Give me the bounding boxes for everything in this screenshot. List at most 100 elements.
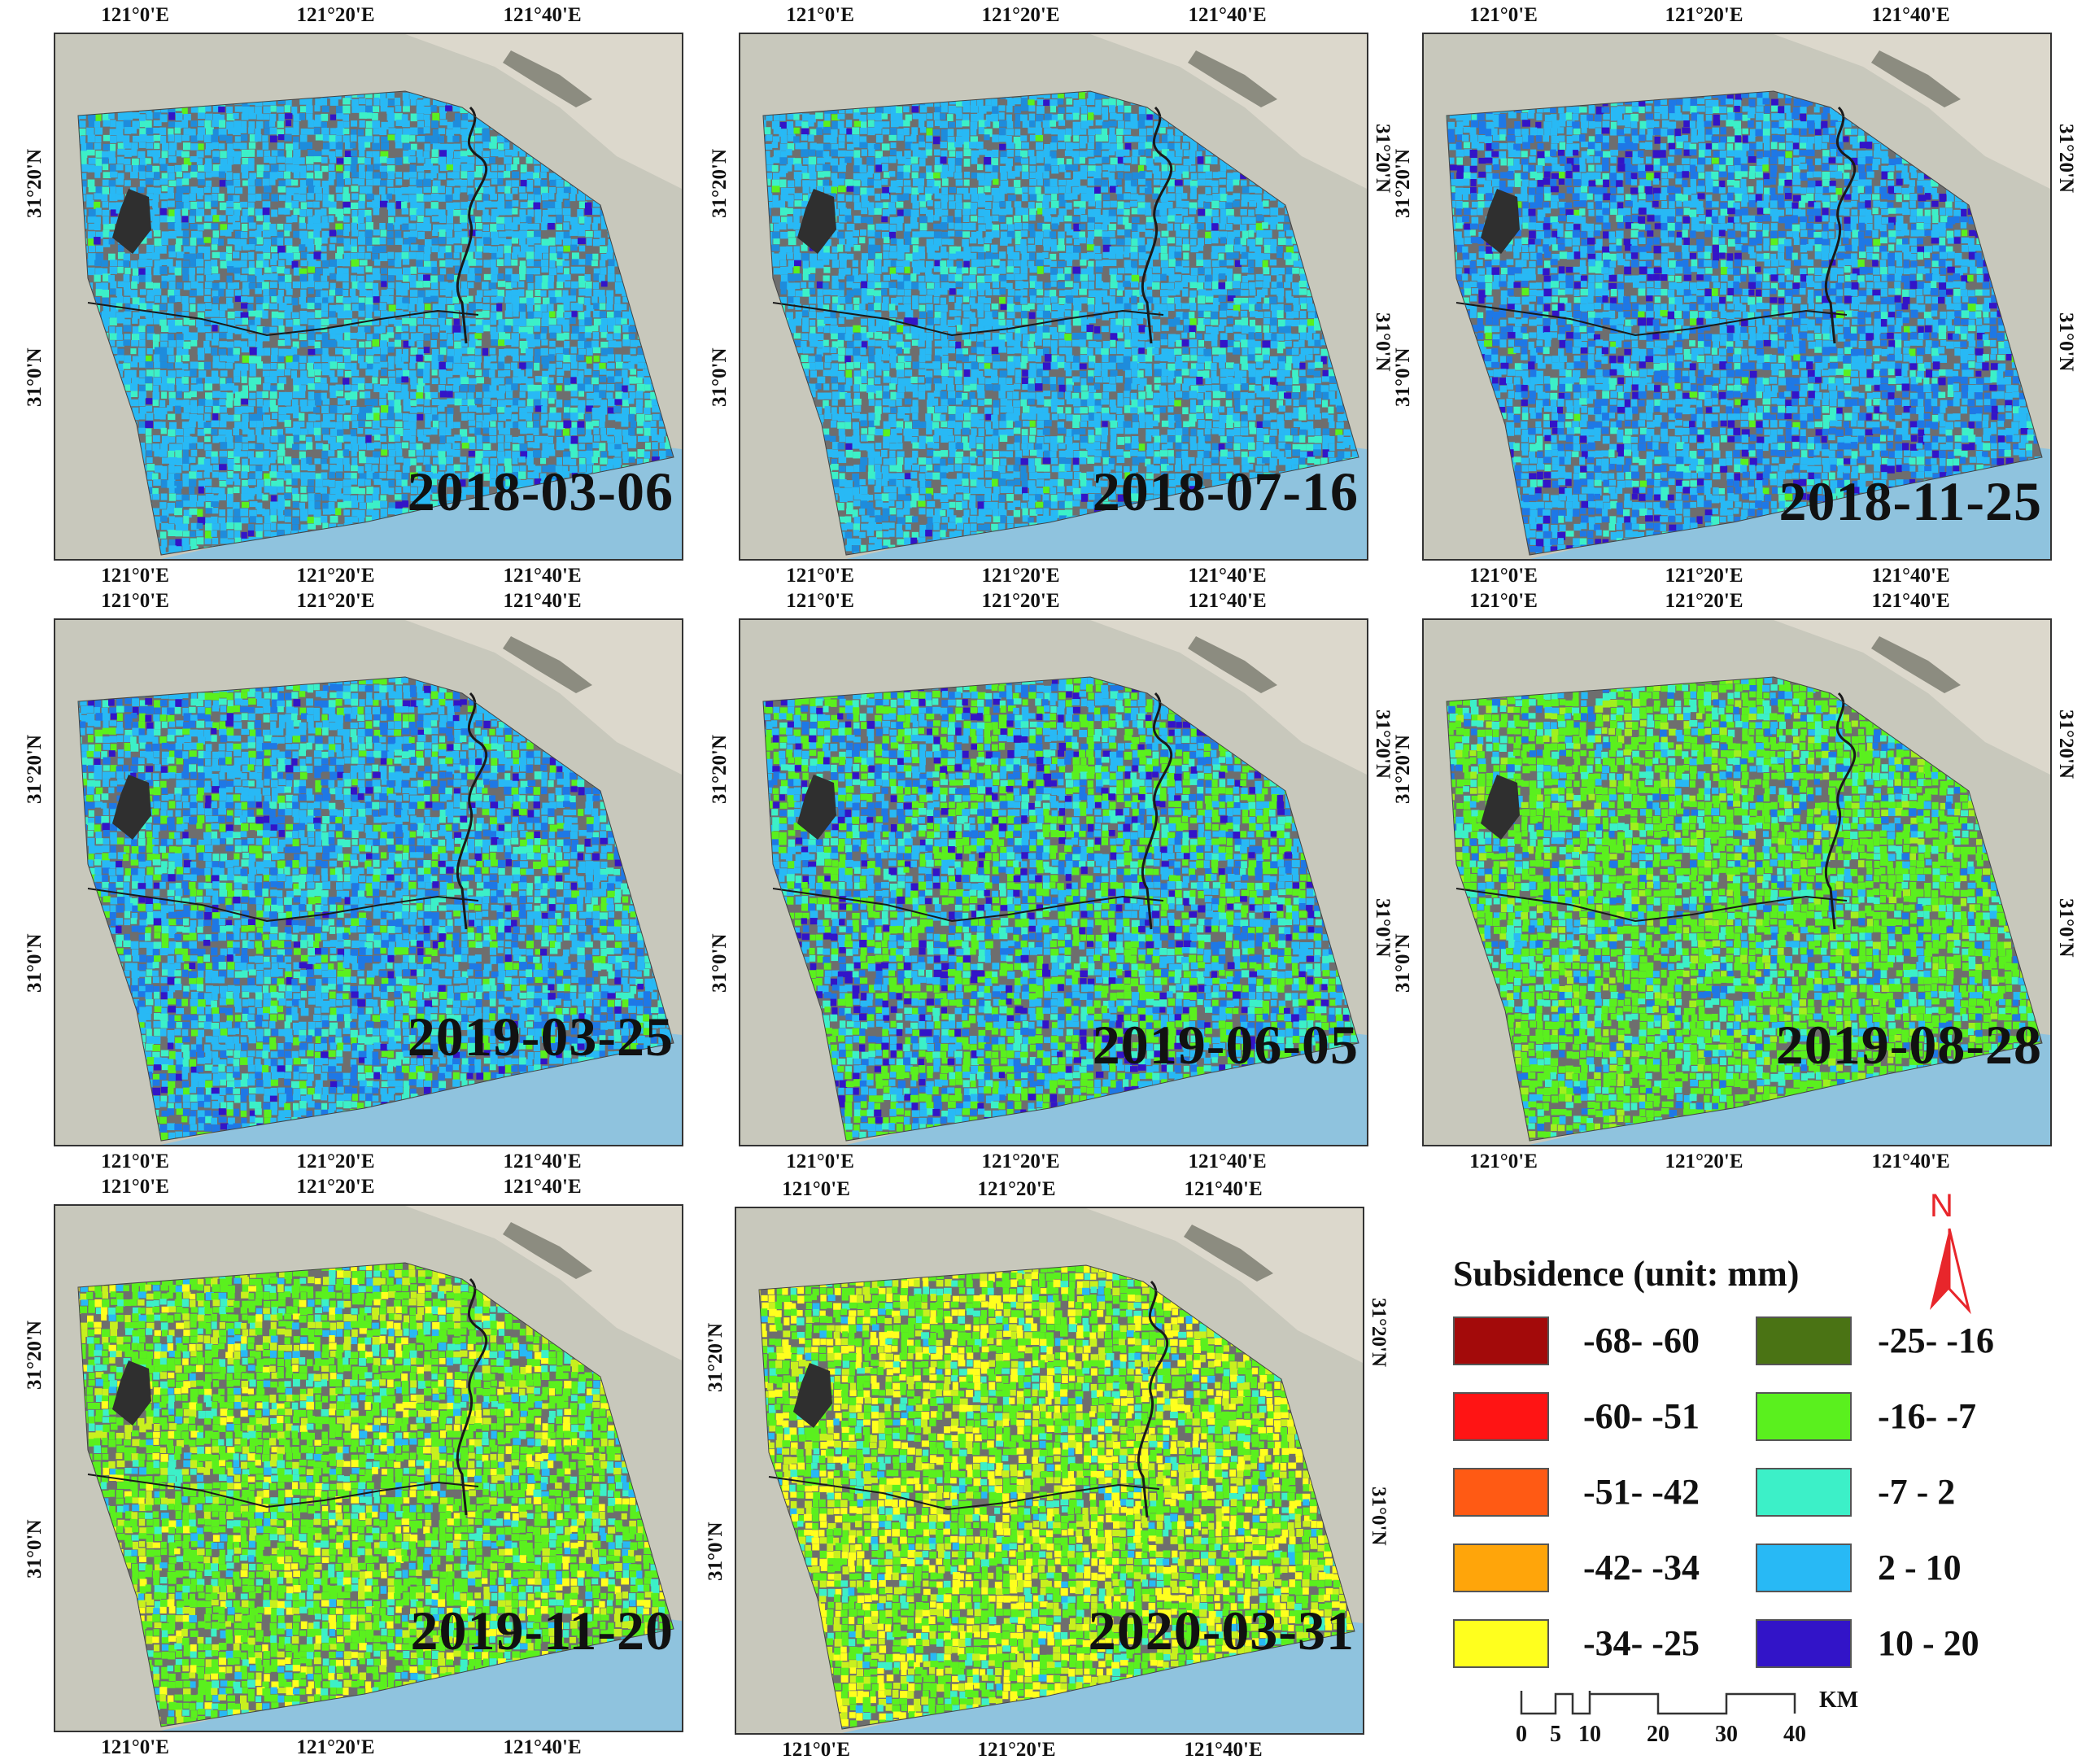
longitude-tick-top: 121°0'E [786,5,854,25]
map-frame [54,618,683,1146]
latitude-tick-left: 31°20'N [24,735,46,804]
huangpu-river [1824,692,1857,930]
study-area-outline [77,676,674,1142]
longitude-tick-top: 121°0'E [1469,5,1538,25]
legend-swatch [1453,1619,1549,1668]
lake [797,189,836,254]
north-arrow-label: N [1930,1188,1953,1225]
longitude-tick-top: 121°0'E [101,5,169,25]
map-frame [735,1207,1364,1735]
longitude-tick-top: 121°0'E [786,591,854,611]
map-frame [54,33,683,561]
latitude-tick-left: 31°0'N [1392,933,1414,993]
latitude-tick-left: 31°0'N [24,933,46,993]
longitude-tick-bottom: 121°0'E [101,1151,169,1172]
longitude-tick-top: 121°20'E [981,5,1059,25]
latitude-tick-right: 31°20'N [1368,1298,1390,1367]
panel-date-label: 2019-08-28 [1776,1017,2042,1072]
longitude-tick-top: 121°20'E [981,591,1059,611]
legend-title: Subsidence (unit: mm) [1453,1253,1799,1295]
scale-bar-tick: 5 [1550,1722,1561,1748]
legend-label: 2 - 10 [1878,1547,1962,1588]
legend-swatch [1453,1468,1549,1517]
district-boundary [87,302,479,337]
legend-swatch [1756,1392,1852,1441]
latitude-tick-left: 31°20'N [24,149,46,218]
map-panel-2019-03-25: 121°0'E 121°20'E 121°40'E 121°0'E 121°20'E 12… [24,591,683,1172]
estuary-water [1086,1208,1363,1363]
north-arrow-icon [1930,1228,1971,1315]
legend-label: -16- -7 [1878,1395,1976,1437]
lake [1481,189,1520,254]
legend-swatch [1756,1544,1852,1592]
longitude-tick-bottom: 121°20'E [1665,565,1743,586]
longitude-tick-bottom: 121°40'E [1189,565,1267,586]
latitude-tick-left: 31°0'N [709,347,731,407]
latitude-tick-right: 31°0'N [1368,1487,1390,1546]
longitude-tick-top: 121°40'E [1872,591,1950,611]
longitude-tick-top: 121°40'E [1189,591,1267,611]
lake [112,775,151,840]
longitude-tick-top: 121°40'E [504,1177,582,1197]
subsidence-map [55,1206,682,1731]
panel-date-label: 2020-03-31 [1089,1603,1355,1658]
study-area-outline [77,90,674,556]
longitude-tick-bottom: 121°0'E [786,1151,854,1172]
latitude-tick-right: 31°20'N [2055,124,2077,193]
legend-swatch [1453,1316,1549,1365]
longitude-tick-bottom: 121°20'E [1665,1151,1743,1172]
subsidence-map [55,34,682,559]
longitude-tick-top: 121°20'E [296,5,374,25]
latitude-tick-right: 31°0'N [1372,312,1394,372]
scale-bar: KM 0 5 10 20 30 40 [1505,1684,1961,1749]
estuary-water [405,620,682,775]
legend-swatch [1756,1316,1852,1365]
study-area-outline [758,1264,1355,1730]
longitude-tick-top: 121°20'E [296,591,374,611]
longitude-tick-top: 121°0'E [101,1177,169,1197]
longitude-tick-bottom: 121°0'E [1469,1151,1538,1172]
legend-label: -34- -25 [1583,1622,1700,1664]
huangpu-river [456,692,488,930]
map-panel-2019-11-20: 121°0'E 121°20'E 121°40'E 121°0'E 121°20'E 12… [24,1177,683,1757]
subsidence-map [740,620,1367,1145]
latitude-tick-right: 31°20'N [1372,124,1394,193]
panel-date-label: 2018-11-25 [1778,474,2042,529]
estuary-water [405,1206,682,1360]
huangpu-river [1141,106,1173,344]
map-frame [1422,618,2052,1146]
subsidence-map [55,620,682,1145]
map-frame [54,1204,683,1732]
scale-bar-tick: 20 [1647,1722,1669,1748]
huangpu-river [1824,106,1857,344]
island [1188,50,1277,107]
scale-bar-tick: 40 [1783,1722,1806,1748]
panel-date-label: 2018-07-16 [1093,464,1359,519]
legend-label: -60- -51 [1583,1395,1700,1437]
lake [112,189,151,254]
estuary-water [405,34,682,189]
latitude-tick-left: 31°0'N [24,1519,46,1578]
scale-bar-graphic [1520,1691,1796,1715]
longitude-tick-top: 121°20'E [1665,591,1743,611]
estuary-water [1090,620,1367,775]
district-boundary [87,1474,479,1509]
legend-swatch [1756,1468,1852,1517]
longitude-tick-bottom: 121°40'E [1189,1151,1267,1172]
longitude-tick-top: 121°40'E [1185,1179,1263,1199]
longitude-tick-top: 121°20'E [1665,5,1743,25]
map-frame [1422,33,2052,561]
legend-label: -51- -42 [1583,1471,1700,1513]
map-panel-2018-07-16: 121°0'E 121°20'E 121°40'E 121°0'E 121°20'E 12… [709,5,1394,586]
panel-date-label: 2018-03-06 [408,464,674,519]
map-panel-2019-08-28: 121°0'E 121°20'E 121°40'E 121°0'E 121°20'E 12… [1392,591,2077,1172]
latitude-tick-right: 31°0'N [2055,898,2077,958]
panel-date-label: 2019-11-20 [410,1603,674,1658]
longitude-tick-bottom: 121°40'E [1185,1740,1263,1760]
huangpu-river [1137,1280,1169,1518]
scale-bar-tick: 30 [1715,1722,1738,1748]
island [1871,50,1961,107]
lake [797,775,836,840]
longitude-tick-bottom: 121°20'E [296,565,374,586]
legend-label: -7 - 2 [1878,1471,1955,1513]
